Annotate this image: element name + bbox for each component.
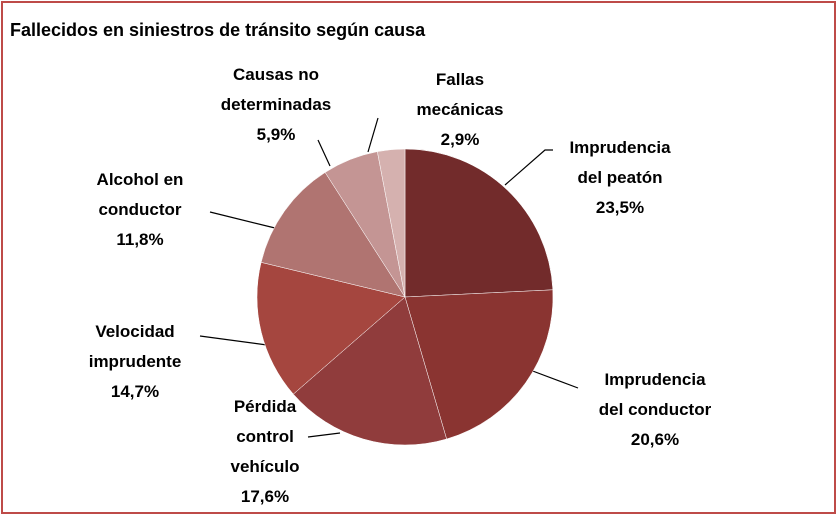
category-label: Imprudencia del conductor <box>598 370 712 419</box>
category-label: Pérdida control vehículo <box>230 397 300 476</box>
pie-slice <box>260 172 406 298</box>
leader-line <box>529 369 579 389</box>
pie-slice <box>292 296 447 446</box>
slice-label: Imprudencia del peatón 23,5% <box>555 133 685 223</box>
value-label: 2,9% <box>440 130 480 149</box>
slice-label: Alcohol en conductor 11,8% <box>90 165 190 255</box>
value-label: 14,7% <box>110 382 160 401</box>
leader-line <box>317 139 331 167</box>
value-label: 5,9% <box>256 125 296 144</box>
value-label: 11,8% <box>116 230 164 249</box>
slice-label: Pérdida control vehículo 17,6% <box>223 392 308 512</box>
value-label: 17,6% <box>240 487 290 506</box>
value-label: 20,6% <box>630 430 680 449</box>
leader-line <box>307 432 341 438</box>
leader-line <box>199 335 268 346</box>
slice-label: Imprudencia del conductor 20,6% <box>590 365 720 455</box>
category-label: Imprudencia del peatón <box>569 138 671 187</box>
category-label: Alcohol en conductor <box>96 170 184 219</box>
category-label: Causas no determinadas <box>220 65 332 114</box>
leader-line <box>504 149 553 186</box>
leader-lines <box>199 117 579 438</box>
chart-title: Fallecidos en siniestros de tránsito seg… <box>10 20 426 40</box>
pie-slice <box>404 148 554 298</box>
pie-slice <box>404 289 554 440</box>
pie-slice <box>256 262 406 395</box>
slice-label: Velocidad imprudente 14,7% <box>75 317 195 407</box>
category-label: Fallas mecánicas <box>416 70 504 119</box>
slice-label: Causas no determinadas 5,9% <box>214 60 339 150</box>
leader-line <box>209 211 276 229</box>
leader-line <box>367 117 379 153</box>
value-label: 23,5% <box>595 198 645 217</box>
pie-slice <box>377 148 406 298</box>
category-label: Velocidad imprudente <box>88 322 182 371</box>
slice-label: Fallas mecánicas 2,9% <box>410 65 510 155</box>
